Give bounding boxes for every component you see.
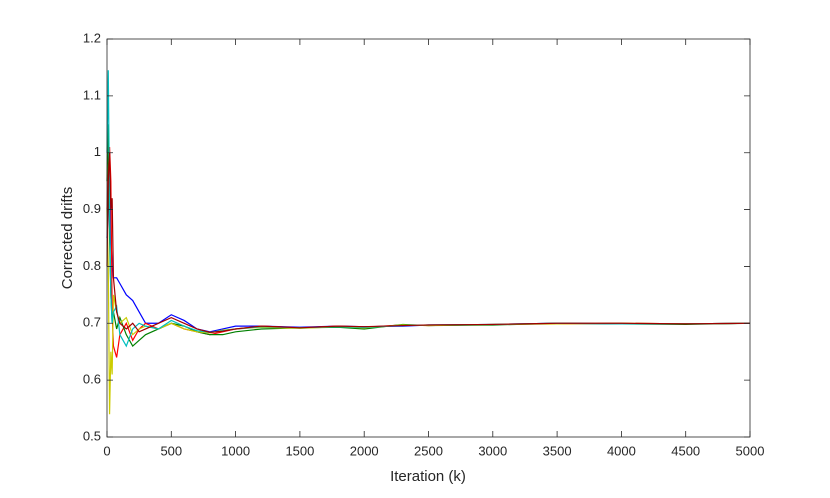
y-tick-label: 0.7 bbox=[83, 315, 101, 330]
x-tick-label: 2000 bbox=[350, 443, 379, 458]
series-line bbox=[106, 70, 751, 348]
x-axis-label: Iteration (k) bbox=[390, 468, 466, 485]
x-tick-label: 1500 bbox=[285, 443, 314, 458]
y-tick-label: 1 bbox=[94, 144, 101, 159]
y-axis-label: Corrected drifts bbox=[59, 187, 76, 290]
series-line bbox=[106, 152, 751, 333]
x-tick-label: 4500 bbox=[671, 443, 700, 458]
x-tick-label: 500 bbox=[160, 443, 182, 458]
y-tick-label: 1.1 bbox=[83, 87, 101, 102]
series-line bbox=[106, 124, 751, 347]
y-tick-label: 1.2 bbox=[83, 30, 101, 45]
y-tick-label: 0.9 bbox=[83, 201, 101, 216]
x-tick-label: 0 bbox=[103, 443, 110, 458]
x-tick-label: 1000 bbox=[221, 443, 250, 458]
x-tick-label: 2500 bbox=[414, 443, 443, 458]
series-line bbox=[106, 152, 751, 333]
x-tick-label: 5000 bbox=[736, 443, 765, 458]
y-tick-label: 0.5 bbox=[83, 428, 101, 443]
x-tick-label: 3500 bbox=[543, 443, 572, 458]
y-tick-label: 0.6 bbox=[83, 372, 101, 387]
series-line bbox=[106, 209, 751, 415]
x-tick-label: 3000 bbox=[478, 443, 507, 458]
plot-frame bbox=[106, 38, 751, 438]
y-tick-label: 0.8 bbox=[83, 258, 101, 273]
x-tick-label: 4000 bbox=[607, 443, 636, 458]
